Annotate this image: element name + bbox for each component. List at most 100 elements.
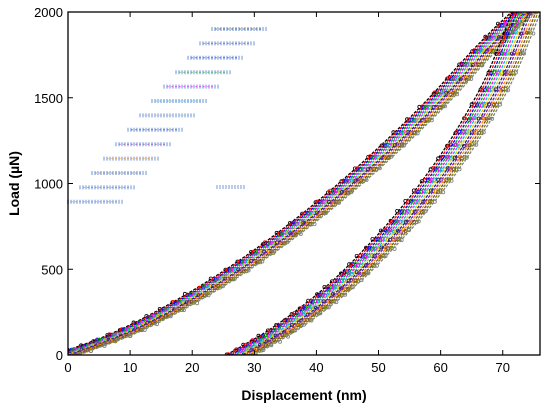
data-point [318, 311, 323, 316]
data-point [423, 209, 428, 214]
unloading-trace [247, 12, 535, 355]
data-point [247, 342, 252, 347]
loading-trace [70, 12, 528, 355]
data-point [142, 327, 147, 332]
data-point [494, 103, 499, 108]
data-point [335, 292, 340, 297]
data-point [181, 308, 186, 313]
data-point [402, 209, 407, 214]
unloading-trace [233, 12, 520, 355]
unloading-trace [242, 12, 530, 355]
data-point [263, 333, 268, 338]
y-axis-title: Load (µN) [6, 151, 22, 216]
data-point [262, 240, 267, 245]
data-point [511, 71, 516, 76]
data-point [318, 292, 323, 297]
data-point [490, 116, 495, 121]
data-point [392, 246, 397, 251]
data-point [388, 143, 393, 148]
loading-trace [68, 12, 524, 355]
data-point [416, 117, 421, 122]
data-point [298, 231, 303, 236]
data-point [391, 130, 396, 135]
unloading-trace [245, 12, 532, 355]
data-point [372, 166, 377, 171]
data-point [521, 12, 526, 14]
data-point [373, 254, 378, 259]
loading-trace [68, 12, 520, 354]
data-point [334, 300, 339, 305]
data-point [366, 271, 371, 276]
data-point [213, 284, 218, 289]
data-point [369, 154, 374, 159]
data-point [387, 154, 392, 159]
data-point [102, 343, 107, 348]
data-point [403, 219, 408, 224]
data-point [482, 116, 487, 121]
data-point [377, 166, 382, 171]
data-point [342, 278, 347, 283]
data-point [395, 142, 400, 147]
data-point [321, 299, 326, 304]
data-point [462, 130, 467, 135]
data-point [359, 278, 364, 283]
data-point [441, 178, 446, 183]
data-point [250, 338, 255, 343]
data-point [535, 12, 540, 14]
data-point [522, 51, 527, 56]
data-point [468, 116, 473, 121]
x-tick-label: 10 [123, 360, 137, 375]
data-point [220, 284, 225, 289]
data-point [312, 221, 317, 226]
data-point [247, 353, 252, 355]
data-point [232, 276, 237, 281]
data-point [274, 338, 279, 343]
x-tick-label: 50 [371, 360, 385, 375]
data-point [484, 116, 489, 121]
data-point [342, 270, 347, 275]
data-point [285, 240, 290, 245]
data-point [498, 102, 503, 107]
data-point [395, 208, 400, 213]
data-point [405, 200, 410, 205]
data-point [464, 155, 469, 160]
data-point [370, 237, 375, 242]
data-point [312, 311, 317, 316]
data-point [233, 353, 238, 355]
y-tick-label: 1000 [34, 177, 63, 192]
data-point [507, 51, 512, 56]
data-point [421, 105, 426, 110]
loading-trace [68, 12, 514, 352]
data-point [206, 293, 211, 298]
data-point [259, 249, 264, 254]
data-point [378, 228, 383, 233]
loading-trace [68, 12, 518, 354]
data-point [416, 208, 421, 213]
data-point [258, 260, 263, 265]
data-point [293, 328, 298, 333]
data-point [485, 87, 490, 92]
x-tick-label: 70 [496, 360, 510, 375]
data-point [332, 189, 337, 194]
loading-trace [68, 12, 513, 351]
data-point [379, 245, 384, 250]
data-point [254, 249, 259, 254]
y-tick-label: 1500 [34, 91, 63, 106]
x-tick-label: 0 [64, 360, 71, 375]
data-point [350, 285, 355, 290]
data-point [481, 130, 486, 135]
data-point [458, 142, 463, 147]
data-point [409, 210, 414, 215]
data-point [421, 189, 426, 194]
data-point [292, 310, 297, 315]
x-tick-label: 40 [309, 360, 323, 375]
data-point [421, 208, 426, 213]
data-point [68, 353, 73, 355]
data-point [323, 211, 328, 216]
unloading-trace [249, 12, 537, 355]
data-point [343, 292, 348, 297]
y-tick-label: 0 [56, 348, 63, 363]
data-point [334, 200, 339, 205]
data-point [489, 70, 494, 75]
